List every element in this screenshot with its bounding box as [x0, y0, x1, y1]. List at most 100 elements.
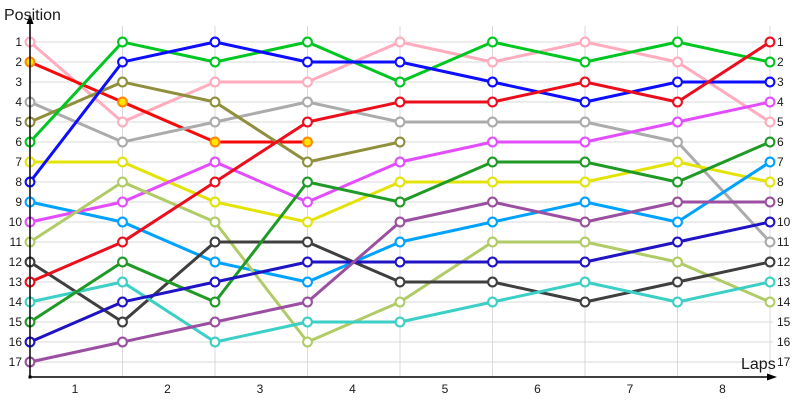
data-point-dark-gray: [209, 236, 221, 248]
data-point-purple: [764, 196, 776, 208]
data-point-purple: [209, 316, 221, 328]
data-point-red: [209, 136, 221, 148]
data-point-green: [764, 56, 776, 68]
data-point-sky-blue: [764, 156, 776, 168]
data-point-gray: [117, 136, 128, 148]
axis-origin-dot: [28, 375, 32, 379]
y-tick-right-6: 6: [777, 135, 784, 149]
data-point-blue: [579, 96, 591, 108]
data-point-violet: [209, 156, 221, 168]
y-tick-right-17: 17: [777, 355, 791, 369]
data-point-yellow-green: [209, 216, 221, 228]
y-tick-left-5: 5: [15, 115, 22, 129]
data-point-sky-blue: [487, 216, 498, 228]
data-point-yellow-green: [579, 236, 591, 248]
data-point-green: [579, 56, 591, 68]
x-tick-7: 7: [627, 382, 634, 396]
data-point-pink: [117, 116, 128, 128]
data-point-turquoise: [302, 316, 313, 328]
data-point-violet: [764, 96, 776, 108]
data-point-forest-green: [394, 196, 406, 208]
x-tick-6: 6: [534, 382, 541, 396]
data-point-navy: [487, 256, 498, 268]
x-axis-title: Laps: [741, 356, 776, 373]
data-point-gray: [487, 116, 498, 128]
y-tick-left-17: 17: [9, 355, 23, 369]
axes: [26, 14, 777, 381]
y-tick-left-11: 11: [10, 235, 23, 249]
data-point-pink: [579, 36, 591, 48]
data-point-violet: [672, 116, 683, 128]
data-point-dark-gray: [117, 316, 128, 328]
data-point-olive: [394, 136, 406, 148]
data-point-purple: [487, 196, 498, 208]
data-point-olive: [209, 96, 221, 108]
y-tick-right-3: 3: [777, 75, 784, 89]
data-point-navy: [117, 296, 128, 308]
data-point-turquoise: [672, 296, 683, 308]
data-point-crimson: [579, 76, 591, 88]
y-tick-left-6: 6: [15, 135, 22, 149]
data-point-forest-green: [672, 176, 683, 188]
y-tick-right-9: 9: [777, 195, 784, 209]
y-tick-left-9: 9: [15, 195, 22, 209]
data-point-purple: [117, 336, 128, 348]
data-point-pink: [209, 76, 221, 88]
data-point-violet: [394, 156, 406, 168]
data-point-yellow-green: [764, 296, 776, 308]
data-point-navy: [579, 256, 591, 268]
series-markers: [24, 36, 776, 368]
data-point-dark-gray: [302, 236, 313, 248]
data-point-pink: [302, 76, 313, 88]
data-point-pink: [764, 116, 776, 128]
data-point-green: [394, 76, 406, 88]
data-point-yellow: [302, 216, 313, 228]
data-point-dark-gray: [764, 256, 776, 268]
data-point-crimson: [117, 236, 128, 248]
x-axis-arrow-icon: [767, 373, 777, 381]
data-point-blue: [487, 76, 498, 88]
data-point-navy: [672, 236, 683, 248]
data-point-gray: [579, 116, 591, 128]
y-tick-right-10: 10: [777, 215, 791, 229]
data-point-crimson: [487, 96, 498, 108]
y-tick-right-14: 14: [777, 295, 791, 309]
data-point-yellow-green: [672, 256, 683, 268]
data-point-purple: [394, 216, 406, 228]
y-tick-right-8: 8: [777, 175, 784, 189]
data-point-sky-blue: [209, 256, 221, 268]
data-point-sky-blue: [117, 216, 128, 228]
y-tick-right-7: 7: [777, 155, 784, 169]
data-point-turquoise: [579, 276, 591, 288]
data-point-navy: [209, 276, 221, 288]
data-point-navy: [394, 256, 406, 268]
data-point-navy: [764, 216, 776, 228]
y-tick-right-4: 4: [777, 95, 784, 109]
y-tick-left-2: 2: [15, 55, 22, 69]
y-tick-left-10: 10: [9, 215, 23, 229]
y-tick-right-2: 2: [777, 55, 784, 69]
data-point-forest-green: [487, 156, 498, 168]
data-point-green: [672, 36, 683, 48]
data-point-sky-blue: [672, 216, 683, 228]
x-tick-1: 1: [72, 382, 79, 396]
y-tick-left-12: 12: [9, 255, 23, 269]
data-point-yellow-green: [394, 296, 406, 308]
data-point-turquoise: [117, 276, 128, 288]
data-point-gray: [764, 236, 776, 248]
data-point-olive: [302, 156, 313, 168]
data-point-yellow: [209, 196, 221, 208]
y-tick-right-5: 5: [777, 115, 784, 129]
data-point-yellow: [394, 176, 406, 188]
data-point-blue: [764, 76, 776, 88]
data-point-dark-gray: [672, 276, 683, 288]
data-point-violet: [487, 136, 498, 148]
y-tick-right-16: 16: [777, 335, 791, 349]
data-point-dark-gray: [394, 276, 406, 288]
data-point-violet: [579, 136, 591, 148]
data-point-forest-green: [209, 296, 221, 308]
data-point-forest-green: [579, 156, 591, 168]
y-tick-left-1: 1: [15, 35, 22, 49]
